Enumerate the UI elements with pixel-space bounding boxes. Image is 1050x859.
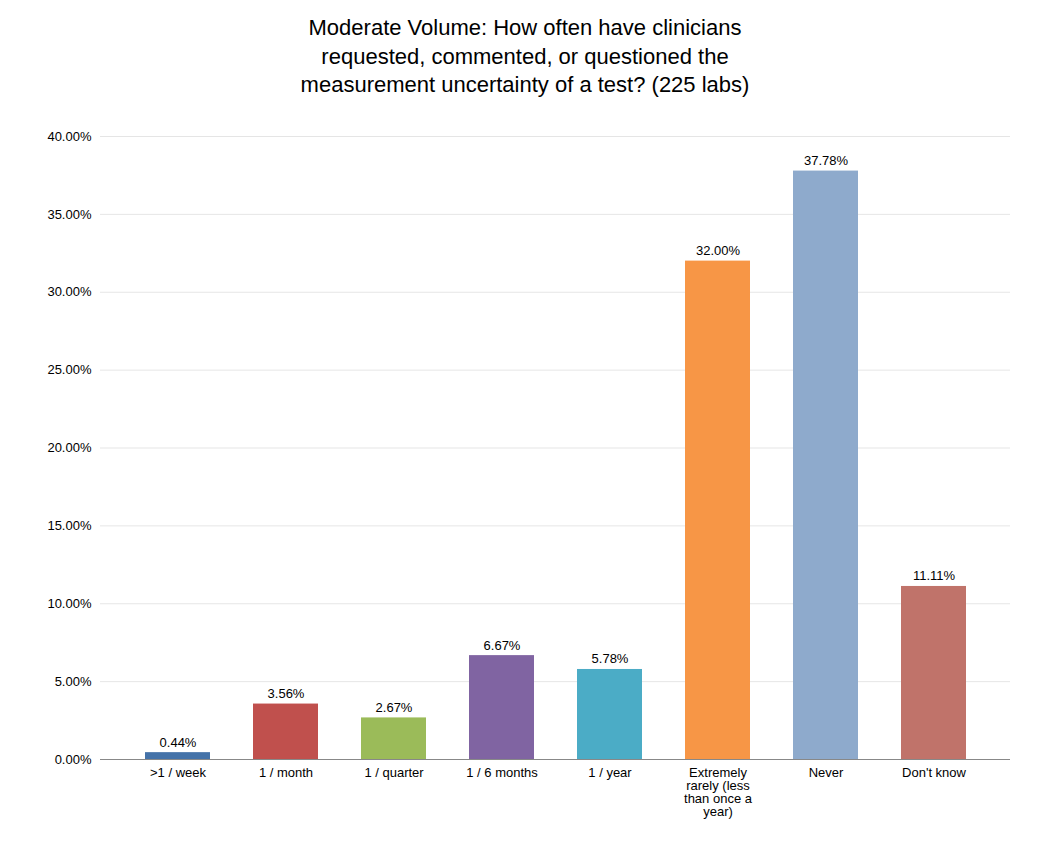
svg-text:Don't know: Don't know <box>902 765 967 780</box>
svg-text:15.00%: 15.00% <box>47 518 92 533</box>
svg-text:3.56%: 3.56% <box>268 686 305 701</box>
svg-text:1 / 6 months: 1 / 6 months <box>466 765 538 780</box>
svg-text:32.00%: 32.00% <box>696 243 741 258</box>
svg-text:35.00%: 35.00% <box>47 206 92 221</box>
svg-text:2.67%: 2.67% <box>376 700 413 715</box>
svg-text:11.11%: 11.11% <box>913 568 956 583</box>
svg-text:20.00%: 20.00% <box>47 440 92 455</box>
svg-text:1 / year: 1 / year <box>588 765 632 780</box>
svg-text:1 / quarter: 1 / quarter <box>364 765 424 780</box>
svg-text:>1 / week: >1 / week <box>150 765 207 780</box>
svg-text:5.78%: 5.78% <box>592 651 629 666</box>
svg-text:Never: Never <box>809 765 844 780</box>
svg-text:0.44%: 0.44% <box>160 734 197 749</box>
html-text:Moderate Volume: How often hav: Moderate Volume: How often have clinicia… <box>300 15 750 98</box>
svg-text:5.00%: 5.00% <box>55 674 92 689</box>
svg-text:40.00%: 40.00% <box>47 128 92 143</box>
svg-text:30.00%: 30.00% <box>47 284 92 299</box>
svg-text:25.00%: 25.00% <box>47 362 92 377</box>
svg-text:0.00%: 0.00% <box>55 751 92 766</box>
svg-text:1 / month: 1 / month <box>259 765 313 780</box>
svg-text:Extremelyrarely (lessthan once: Extremelyrarely (lessthan once ayear) <box>684 765 753 819</box>
svg-text:6.67%: 6.67% <box>484 637 521 652</box>
svg-text:37.78%: 37.78% <box>804 153 849 168</box>
svg-text:10.00%: 10.00% <box>47 596 92 611</box>
